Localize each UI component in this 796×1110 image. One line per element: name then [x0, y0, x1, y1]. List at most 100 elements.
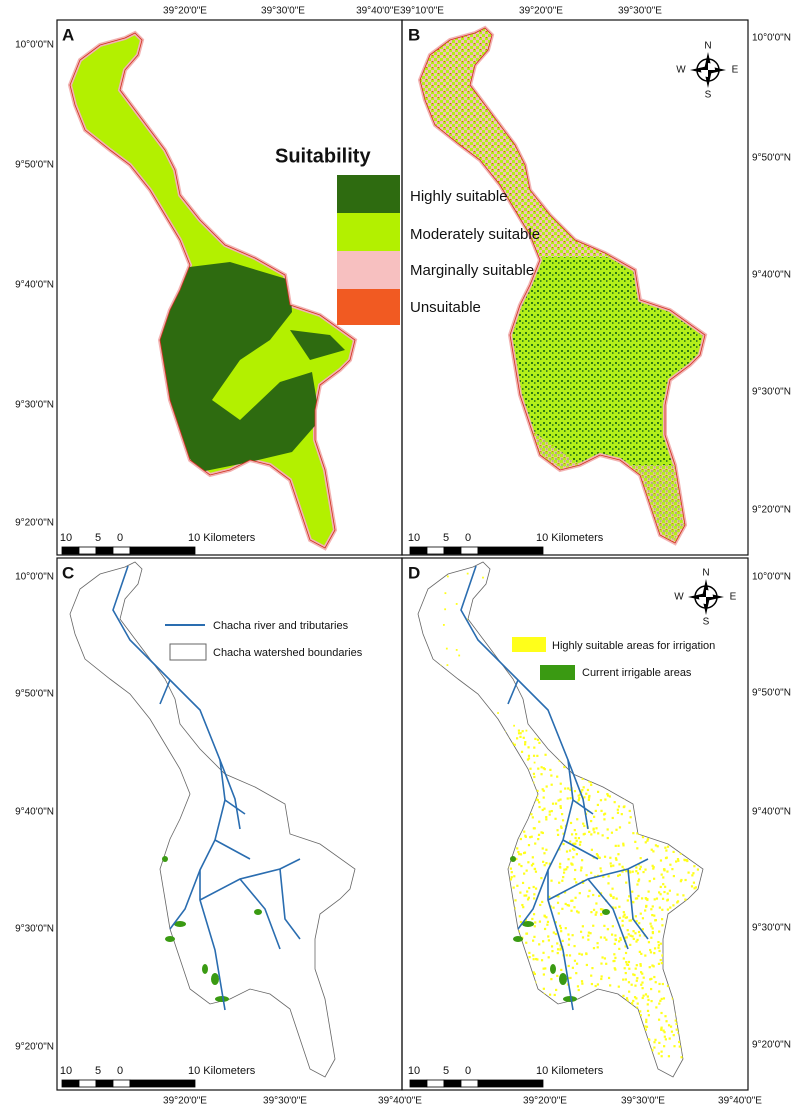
suitable-spot — [603, 936, 606, 939]
legend-c-symbols — [165, 624, 207, 661]
suitable-spot — [596, 803, 599, 807]
suitable-spot — [658, 906, 661, 909]
suitable-spot — [568, 954, 572, 957]
suitable-spot — [541, 900, 544, 904]
suitable-spot — [581, 925, 584, 928]
suitable-spot — [561, 939, 564, 943]
right-axis-label: 9°30'0"N — [752, 387, 791, 398]
suitable-spot — [593, 831, 596, 834]
suitable-spot — [569, 821, 573, 825]
suitable-spot — [647, 941, 651, 944]
suitable-spot — [595, 853, 599, 856]
suitable-spot — [684, 898, 687, 901]
scale-bar-segment — [426, 546, 445, 555]
suitable-spot — [547, 956, 550, 959]
suitable-spot — [653, 1041, 656, 1044]
suitable-spot — [692, 881, 696, 884]
suitable-spot — [532, 885, 535, 889]
suitable-spot — [526, 898, 530, 901]
suitable-spot — [654, 1038, 657, 1041]
scale-bar-segment — [443, 546, 462, 555]
suitable-spot — [644, 909, 647, 912]
suitable-spot — [676, 858, 680, 861]
suitable-spot — [482, 576, 484, 579]
suitable-spot — [556, 829, 559, 832]
suitable-spot — [600, 977, 603, 981]
legend-item: Current irrigable areas — [582, 667, 692, 679]
scale-bar-segment — [460, 1079, 479, 1088]
top-axis-label: 39°30'0"E — [618, 6, 662, 17]
suitable-spot — [664, 1038, 667, 1041]
scale-bar-unit: 10 Kilometers — [188, 1065, 256, 1077]
suitable-spot — [659, 942, 662, 945]
suitable-spot — [540, 959, 544, 962]
suitable-spot — [596, 942, 599, 945]
suitable-spot — [523, 851, 527, 854]
suitable-spot — [546, 923, 549, 926]
suitable-spot — [647, 1038, 650, 1041]
suitable-spot — [645, 1020, 648, 1024]
suitable-spot — [566, 904, 569, 907]
suitable-spot — [542, 951, 545, 954]
suitable-spot — [629, 871, 632, 874]
suitable-spot — [653, 1046, 656, 1049]
suitable-spot — [653, 914, 656, 917]
suitable-spot — [582, 833, 585, 836]
suitable-spot — [577, 794, 580, 797]
suitable-spot — [599, 936, 603, 939]
suitable-spot — [572, 842, 575, 845]
suitable-spot — [650, 977, 653, 980]
river — [460, 565, 574, 1011]
suitable-spot — [664, 846, 667, 849]
suitable-spot — [519, 837, 522, 841]
suitable-spot — [601, 834, 604, 837]
suitable-spot — [554, 932, 557, 936]
bottom-axis-label: 39°30'0"E — [263, 1096, 307, 1107]
suitable-spot — [627, 960, 631, 964]
suitable-spot — [583, 824, 586, 828]
suitable-spot — [555, 988, 558, 992]
suitable-spot — [599, 867, 602, 870]
suitable-spot — [567, 904, 571, 907]
suitable-spot — [509, 867, 513, 870]
suitable-spot — [550, 879, 553, 882]
river — [562, 839, 599, 860]
suitable-spot — [540, 876, 543, 880]
suitable-spot — [650, 936, 653, 939]
suitable-spot — [647, 1014, 650, 1017]
suitable-spot — [560, 813, 564, 816]
suitable-spot — [646, 898, 649, 901]
suitable-spot — [666, 892, 669, 895]
map-a — [68, 31, 357, 550]
compass-s: S — [705, 90, 712, 101]
suitable-spot — [622, 842, 625, 845]
suitable-spot — [603, 924, 606, 927]
suitable-spot — [599, 799, 603, 802]
suitable-spot — [513, 907, 516, 910]
suitable-spot — [559, 866, 562, 869]
suitable-spot — [587, 938, 590, 941]
suitable-spot — [534, 737, 537, 741]
suitable-spot — [685, 859, 688, 862]
suitable-spot — [666, 870, 669, 873]
right-axis-label: 9°40'0"N — [752, 270, 791, 281]
river — [587, 878, 629, 950]
irrigable-area — [522, 921, 534, 927]
suitable-spot — [541, 808, 544, 812]
suitable-spot — [621, 924, 624, 927]
suitable-spot — [601, 908, 604, 911]
suitable-spot — [626, 929, 629, 932]
suitable-spot — [655, 1006, 658, 1009]
suitable-spot — [516, 737, 519, 740]
suitable-spot — [646, 995, 649, 998]
suitable-spot — [545, 785, 548, 788]
suitable-spot — [613, 953, 616, 956]
suitable-spot — [650, 1000, 653, 1003]
suitable-spot — [559, 948, 562, 951]
suitable-spot — [585, 952, 588, 956]
suitable-spot — [545, 816, 548, 819]
suitable-spot — [585, 874, 588, 877]
suitable-spot — [644, 1025, 647, 1028]
suitable-spot — [570, 833, 574, 836]
suitable-spot — [644, 1028, 647, 1031]
